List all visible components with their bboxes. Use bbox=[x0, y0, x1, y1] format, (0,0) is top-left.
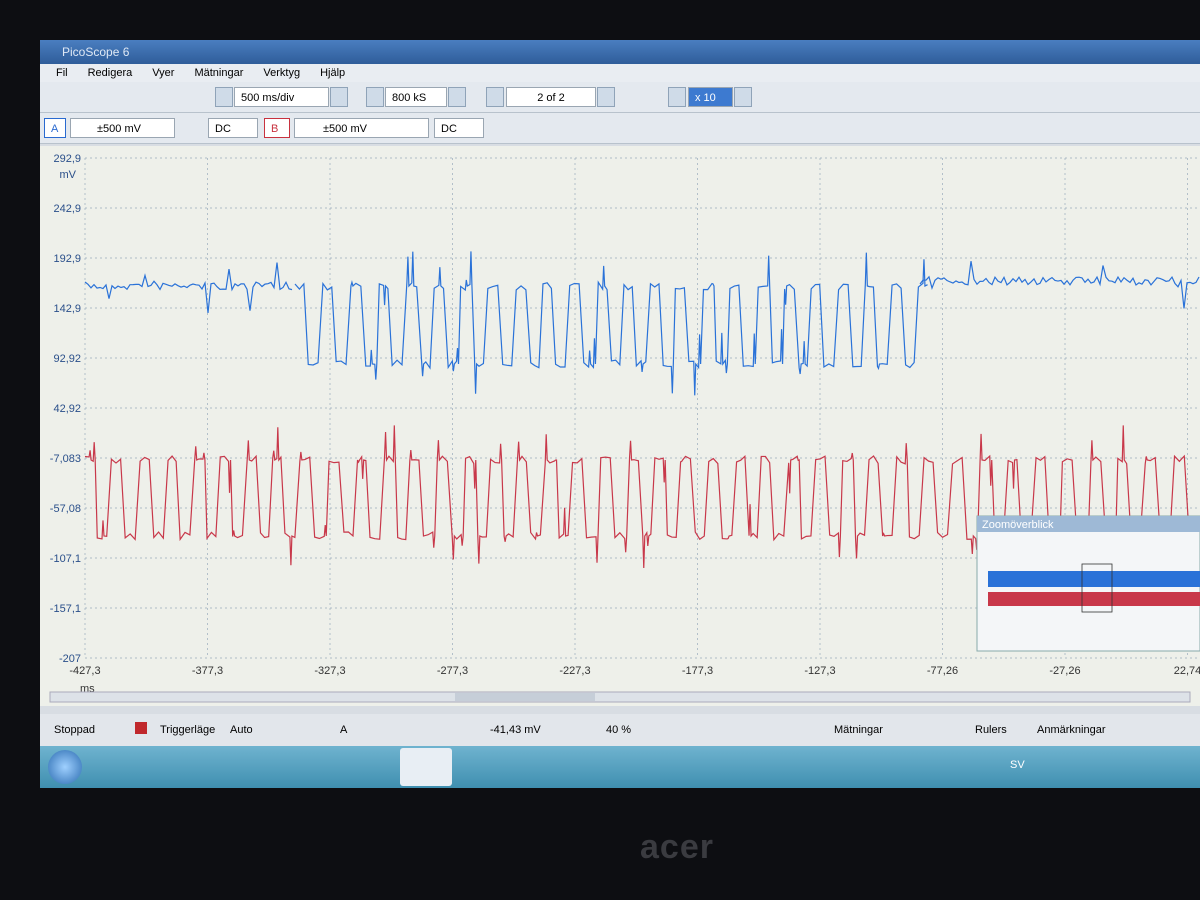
y-tick-label: 242,9 bbox=[53, 203, 81, 215]
scroll-thumb bbox=[455, 693, 595, 701]
active-app[interactable] bbox=[400, 748, 452, 786]
run-state: Stoppad bbox=[54, 724, 95, 736]
menu-item[interactable]: Hjälp bbox=[320, 67, 346, 79]
y-tick-label: 192,9 bbox=[53, 253, 81, 265]
y-tick-label: 292,9 bbox=[53, 153, 81, 165]
menu-item[interactable]: Fil bbox=[56, 67, 68, 79]
zoom-field[interactable]: x 10 bbox=[688, 87, 733, 107]
scope-plot: 292,9 242,9 192,9 142,9 92,92 42,92 -7,083 -57,… bbox=[49, 153, 1200, 703]
channel-label[interactable]: A bbox=[44, 118, 66, 138]
x-tick-label: -77,26 bbox=[927, 665, 958, 677]
overview-band bbox=[988, 592, 1200, 606]
prev-button[interactable] bbox=[486, 87, 504, 107]
prev-button[interactable] bbox=[366, 87, 384, 107]
x-tick-label: -427,3 bbox=[69, 665, 100, 677]
next-button[interactable] bbox=[448, 87, 466, 107]
annotations-button[interactable]: Anmärkningar bbox=[1037, 724, 1106, 736]
language-indicator[interactable]: SV bbox=[1010, 759, 1025, 771]
waveform bbox=[294, 251, 928, 396]
plot-area: 292,9 242,9 192,9 142,9 92,92 42,92 -7,083 -57,… bbox=[40, 146, 1200, 706]
menu-item[interactable]: Vyer bbox=[152, 67, 175, 79]
menu-bar: Fil Redigera Vyer Mätningar Verktyg Hjälp bbox=[40, 64, 1200, 82]
y-tick-label: 142,9 bbox=[53, 303, 81, 315]
toolbar: 500 ms/div 800 kS 2 of 2 x 10 bbox=[40, 82, 1200, 113]
y-unit: mV bbox=[60, 169, 77, 181]
trigger-level[interactable]: -41,43 mV bbox=[490, 724, 541, 736]
trigger-channel[interactable]: A bbox=[340, 724, 348, 736]
buffer-field[interactable]: 2 of 2 bbox=[506, 87, 596, 107]
next-button[interactable] bbox=[330, 87, 348, 107]
pre-trigger[interactable]: 40 % bbox=[606, 724, 632, 736]
x-tick-label: -227,3 bbox=[559, 665, 590, 677]
x-tick-label: -327,3 bbox=[314, 665, 345, 677]
x-tick-label: -277,3 bbox=[437, 665, 468, 677]
taskbar: SV bbox=[40, 746, 1200, 788]
channel-label[interactable]: B bbox=[264, 118, 290, 138]
overview-band bbox=[988, 571, 1200, 587]
x-tick-label: -377,3 bbox=[192, 665, 223, 677]
y-tick-label: -7,083 bbox=[50, 453, 81, 465]
samples-select[interactable]: 800 kS bbox=[385, 87, 447, 107]
overview-header bbox=[977, 516, 1200, 532]
overview-window bbox=[1081, 563, 1113, 613]
waveform bbox=[919, 261, 1200, 309]
x-tick-label: -177,3 bbox=[682, 665, 713, 677]
menu-item[interactable]: Mätningar bbox=[194, 67, 244, 79]
menu-item[interactable]: Redigera bbox=[87, 67, 133, 79]
prev-button[interactable] bbox=[215, 87, 233, 107]
stop-button[interactable] bbox=[135, 722, 147, 734]
overview-title: Zoomöverblick bbox=[982, 519, 1054, 531]
y-tick-label: -157,1 bbox=[50, 603, 81, 615]
y-tick-label: -57,08 bbox=[50, 503, 81, 515]
coupling-select[interactable]: DC bbox=[208, 118, 258, 138]
measurements-button[interactable]: Mätningar bbox=[834, 724, 883, 736]
trigger-label: Triggerläge bbox=[160, 724, 216, 736]
scrollbar bbox=[49, 691, 1191, 703]
coupling-select[interactable]: DC bbox=[434, 118, 484, 138]
y-tick-label: -107,1 bbox=[50, 553, 81, 565]
waveform bbox=[84, 262, 293, 314]
menu-item[interactable]: Verktyg bbox=[263, 67, 301, 79]
channel-toolbar: A ±500 mV DC B ±500 mV DC bbox=[40, 113, 1200, 144]
y-tick-label: 42,92 bbox=[53, 403, 81, 415]
prev-button[interactable] bbox=[668, 87, 686, 107]
zoom-overview: Zoomöverblick bbox=[976, 515, 1200, 652]
rulers-button[interactable]: Rulers bbox=[975, 724, 1007, 736]
x-tick-label: -127,3 bbox=[804, 665, 835, 677]
next-button[interactable] bbox=[734, 87, 752, 107]
trigger-mode[interactable]: Auto bbox=[230, 724, 253, 736]
bezel-logo: acer bbox=[640, 828, 714, 866]
range-select[interactable]: ±500 mV bbox=[294, 118, 429, 138]
waveform bbox=[84, 425, 1200, 568]
screen: PicoScope 6 Fil Redigera Vyer Mätningar Verk… bbox=[40, 40, 1200, 788]
start-button[interactable] bbox=[48, 750, 82, 784]
y-tick-label: 92,92 bbox=[53, 353, 81, 365]
y-tick-label: -207 bbox=[59, 653, 81, 665]
x-tick-label: -27,26 bbox=[1049, 665, 1080, 677]
status-bar: Stoppad Triggerläge Auto A -41,43 mV 40 … bbox=[40, 714, 1200, 746]
range-select[interactable]: ±500 mV bbox=[70, 118, 175, 138]
timebase-select[interactable]: 500 ms/div bbox=[234, 87, 329, 107]
title-bar: PicoScope 6 bbox=[40, 40, 1200, 64]
next-button[interactable] bbox=[597, 87, 615, 107]
x-tick-label: 22,74 bbox=[1174, 665, 1200, 677]
